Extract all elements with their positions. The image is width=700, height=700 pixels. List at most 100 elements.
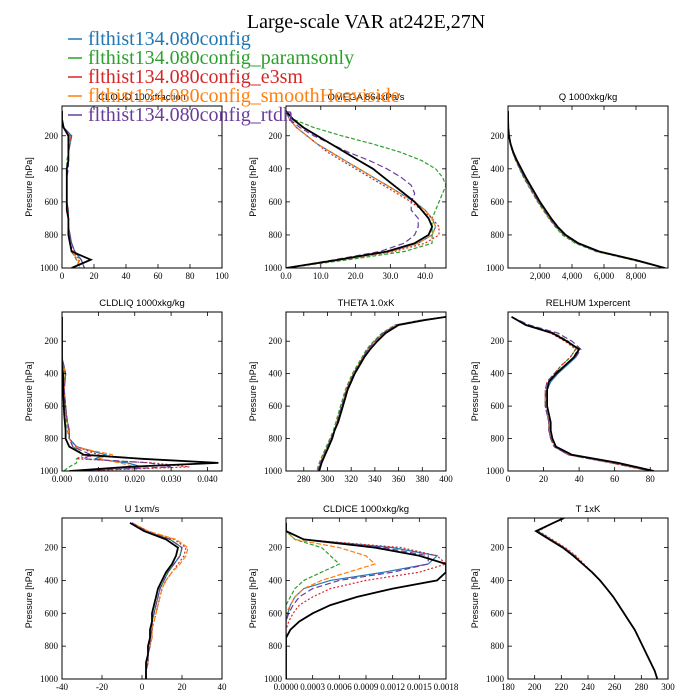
y-axis-label: Pressure [hPa]: [470, 157, 480, 217]
x-tick-label: 8,000: [626, 271, 647, 281]
panel-title: CLOUD 100xfraction: [98, 92, 186, 103]
x-tick-label: 0.0015: [407, 682, 432, 692]
y-tick-label: 600: [269, 608, 283, 618]
x-tick-label: 200: [528, 682, 542, 692]
x-tick-label: 0.0018: [434, 682, 459, 692]
y-tick-label: 400: [269, 369, 283, 379]
legend-entry-0: flthist134.080config: [68, 28, 251, 50]
x-tick-label: 0: [60, 271, 65, 281]
series-line-4: [511, 316, 651, 471]
plot-frame: [285, 105, 447, 269]
x-tick-label: 4,000: [562, 271, 583, 281]
y-tick-label: 800: [45, 641, 59, 651]
plot-frame: [61, 105, 223, 269]
series-line-3: [286, 110, 437, 268]
y-tick-label: 400: [45, 369, 59, 379]
x-tick-label: 0.0006: [327, 682, 352, 692]
x-tick-label: 220: [555, 682, 569, 692]
series-line-4: [286, 110, 419, 268]
y-axis-label: Pressure [hPa]: [248, 157, 258, 217]
series-line-4: [131, 522, 183, 679]
x-tick-label: 260: [608, 682, 622, 692]
x-tick-label: 0.0000: [274, 682, 299, 692]
y-tick-label: 200: [45, 543, 59, 553]
y-tick-label: 1000: [486, 263, 505, 273]
y-tick-label: 600: [491, 401, 505, 411]
y-tick-label: 400: [491, 575, 505, 585]
y-tick-label: 400: [45, 164, 59, 174]
x-tick-label: 360: [392, 474, 406, 484]
panel-title: RELHUM 1xpercent: [546, 298, 631, 309]
x-tick-label: 20: [539, 474, 549, 484]
series-line-4: [286, 522, 429, 679]
y-tick-label: 1000: [40, 263, 59, 273]
panel-3: CLDLIQ 1000xkg/kg Pressure [hPa] 200 400 600…: [24, 298, 223, 484]
y-tick-label: 600: [491, 197, 505, 207]
y-tick-label: 200: [269, 131, 283, 141]
legend-entry-1: flthist134.080config_paramsonly: [68, 47, 354, 69]
series-line-5: [508, 110, 666, 268]
legend-label: flthist134.080config_e3sm: [88, 66, 303, 88]
x-tick-label: 240: [581, 682, 595, 692]
legend-entry-4: flthist134.080config_rtdh: [68, 104, 293, 126]
series-line-2: [537, 518, 658, 679]
plot-frame: [507, 517, 669, 680]
series-line-3: [286, 522, 377, 679]
y-tick-label: 200: [269, 543, 283, 553]
series-line-4: [62, 111, 85, 268]
y-axis-label: Pressure [hPa]: [24, 569, 34, 629]
legend: flthist134.080configflthist134.080config…: [68, 28, 400, 126]
y-axis-label: Pressure [hPa]: [24, 157, 34, 217]
x-tick-label: 0.0003: [300, 682, 325, 692]
x-tick-label: 340: [368, 474, 382, 484]
x-tick-label: 10.0: [313, 271, 329, 281]
panel-2: Q 1000xkg/kg Pressure [hPa] 200 400 600 800 10…: [470, 92, 669, 281]
y-tick-label: 1000: [40, 674, 59, 684]
y-tick-label: 200: [45, 336, 59, 346]
y-axis-label: Pressure [hPa]: [470, 362, 480, 422]
panel-title: CLDICE 1000xkg/kg: [323, 504, 409, 515]
x-tick-label: 0.0: [280, 271, 292, 281]
y-tick-label: 800: [491, 230, 505, 240]
series-line-2: [286, 110, 440, 268]
x-tick-label: 0.000: [52, 474, 73, 484]
y-tick-label: 600: [491, 608, 505, 618]
y-tick-label: 400: [45, 575, 59, 585]
series-line-0: [62, 111, 85, 268]
x-tick-label: 2,000: [530, 271, 551, 281]
legend-entry-3: flthist134.080config_smoothHeaviside: [68, 85, 400, 107]
x-tick-label: 40: [122, 271, 132, 281]
legend-label: flthist134.080config_paramsonly: [88, 47, 354, 69]
panel-title: CLDLIQ 1000xkg/kg: [99, 298, 185, 309]
y-tick-label: 1000: [40, 466, 59, 476]
y-tick-label: 600: [269, 197, 283, 207]
y-tick-label: 400: [269, 575, 283, 585]
x-tick-label: 20: [90, 271, 100, 281]
y-tick-label: 800: [269, 230, 283, 240]
series-line-5: [286, 522, 446, 679]
x-tick-label: 0.020: [125, 474, 146, 484]
series-line-5: [318, 316, 446, 471]
series-line-5: [62, 111, 94, 268]
y-tick-label: 200: [45, 131, 59, 141]
x-tick-label: 320: [344, 474, 358, 484]
y-tick-label: 1000: [486, 674, 505, 684]
x-tick-label: 6,000: [594, 271, 615, 281]
x-tick-label: 0.040: [197, 474, 218, 484]
x-tick-label: 180: [501, 682, 515, 692]
x-tick-label: 280: [297, 474, 311, 484]
y-axis-label: Pressure [hPa]: [470, 569, 480, 629]
x-tick-label: 0.010: [88, 474, 109, 484]
series-line-3: [511, 316, 653, 471]
series-line-1: [511, 316, 651, 471]
x-tick-label: 300: [321, 474, 335, 484]
panel-title: THETA 1.0xK: [338, 298, 396, 309]
x-tick-label: 40.0: [417, 271, 433, 281]
series-line-2: [511, 316, 651, 471]
series-line-4: [62, 316, 172, 471]
